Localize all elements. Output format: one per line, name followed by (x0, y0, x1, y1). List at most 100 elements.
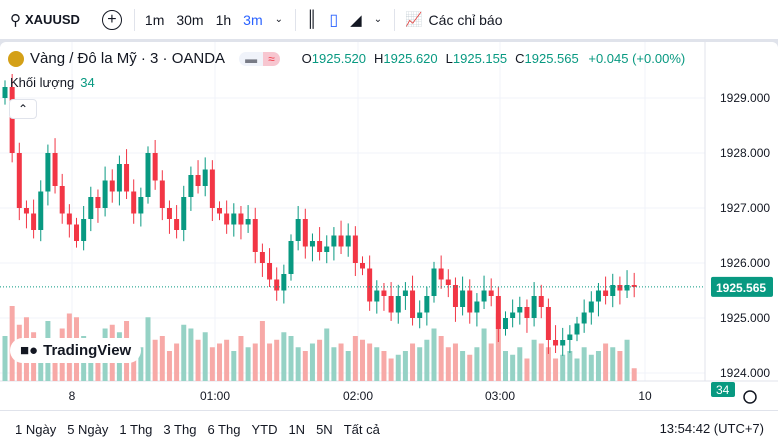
interval-30m[interactable]: 30m (176, 11, 204, 28)
candles-chart-icon[interactable]: ▯ (329, 11, 339, 29)
candle-body (74, 224, 79, 241)
candle-body (524, 307, 530, 318)
chart-type-chevron-icon[interactable]: ⌄ (373, 14, 383, 25)
volume-bar (317, 339, 323, 381)
candle-body (59, 186, 65, 214)
volume-bar (531, 339, 537, 381)
candle-body (331, 235, 337, 247)
volume-bar (374, 347, 380, 381)
collapse-legend-button[interactable]: ⌃ (9, 99, 37, 119)
volume-bar (410, 343, 416, 381)
volume-bar (209, 347, 215, 381)
candle-body (324, 246, 330, 252)
interval-1m[interactable]: 1m (144, 11, 165, 28)
volume-bar (517, 347, 523, 381)
indicators-button[interactable]: 📈 Các chỉ báo (405, 11, 503, 28)
candle-body (402, 290, 408, 296)
volume-bar (474, 347, 480, 381)
legend-toggle[interactable]: ▬ ≈ (239, 51, 280, 66)
candle-body (467, 290, 473, 313)
candle-body (424, 296, 430, 313)
symbol-search[interactable]: ⚲ XAUUSD (10, 11, 80, 29)
gold-symbol-icon (8, 50, 24, 67)
time-tick-label: 01:00 (200, 389, 230, 403)
range-1m[interactable]: 1 Thg (119, 421, 153, 437)
range-6m[interactable]: 6 Thg (207, 421, 241, 437)
candle-body (588, 301, 594, 313)
volume-bar (152, 339, 158, 381)
volume-bar (345, 351, 351, 381)
volume-bar (488, 343, 494, 381)
volume-bar (553, 358, 559, 381)
price-tick-label: 1927.000 (720, 201, 770, 215)
volume-bar (588, 354, 594, 381)
compare-button[interactable]: + (101, 9, 122, 30)
settings-gear-icon[interactable] (743, 390, 757, 404)
candle-body (252, 219, 258, 252)
volume-bar (524, 358, 530, 381)
candle-body (102, 180, 108, 208)
volume-bar (460, 351, 466, 381)
volume-legend: Khối lượng 34 (10, 75, 95, 90)
divider (394, 8, 396, 31)
volume-bar (545, 347, 551, 381)
range-3m[interactable]: 3 Thg (163, 421, 197, 437)
interval-3m[interactable]: 3m (243, 11, 263, 28)
volume-bar (581, 347, 587, 381)
candle-body (317, 241, 323, 252)
volume-bar (574, 358, 580, 381)
range-all[interactable]: Tất cả (343, 421, 380, 437)
candle-body (474, 301, 480, 313)
volume-bar (302, 351, 308, 381)
volume-bar (174, 343, 180, 381)
volume-badge (711, 382, 735, 397)
candle-body (23, 208, 29, 214)
price-tick-label: 1924.000 (720, 366, 770, 380)
volume-bar (360, 339, 365, 381)
price-chart[interactable]: 1929.000 1928.000 1927.000 1926.000 1925.000… (0, 42, 778, 410)
range-1d[interactable]: 1 Ngày (15, 421, 57, 437)
bars-chart-icon[interactable]: ║ (306, 10, 318, 28)
candle-body (517, 307, 523, 313)
volume-bar (288, 336, 294, 381)
candle-body (545, 307, 551, 340)
volume-bar (395, 354, 401, 381)
candle-body (531, 296, 537, 318)
volume-bar (274, 339, 280, 381)
candle-body (174, 219, 180, 230)
volume-bar (417, 347, 423, 381)
series-title: Vàng / Đô la Mỹ · 3 · OANDA (30, 50, 226, 67)
candle-body (88, 197, 94, 219)
volume-bar (281, 332, 287, 381)
tradingview-logo[interactable]: ■● TradingView (10, 338, 142, 363)
interval-1h[interactable]: 1h (215, 11, 232, 28)
candle-body (231, 213, 237, 225)
candle-body (31, 213, 37, 230)
candle-body (488, 290, 494, 296)
volume-bar (595, 351, 601, 381)
candle-body (181, 197, 187, 230)
candle-body (510, 312, 516, 318)
candle-body (481, 290, 487, 302)
range-5y[interactable]: 5N (316, 421, 333, 437)
volume-bar (424, 339, 430, 381)
volume-bar (259, 321, 265, 381)
volume-bar (295, 347, 301, 381)
price-tick-label: 1926.000 (720, 256, 770, 270)
range-ytd[interactable]: YTD (251, 421, 278, 437)
candle-body (452, 285, 458, 307)
range-1y[interactable]: 1N (288, 421, 306, 437)
candle-body (560, 340, 566, 346)
candle-body (267, 263, 273, 280)
interval-dropdown-chevron-icon[interactable]: ⌄ (274, 14, 284, 25)
area-chart-icon[interactable]: ◢ (350, 11, 362, 29)
volume-bar (131, 343, 137, 381)
candle-body (38, 191, 44, 230)
volume-bar (452, 343, 458, 381)
clock[interactable]: 13:54:42 (UTC+7) (659, 421, 764, 436)
volume-bar (631, 368, 637, 381)
candle-body (410, 290, 416, 318)
range-5d[interactable]: 5 Ngày (67, 421, 109, 437)
candle-body (66, 213, 72, 225)
indicators-icon: 📈 (405, 11, 423, 27)
